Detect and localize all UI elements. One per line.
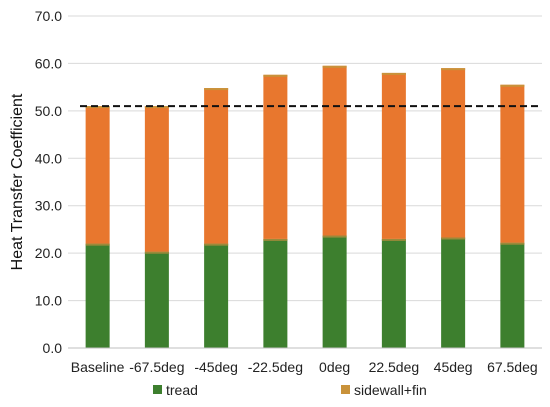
- x-tick-label: -67.5deg: [129, 359, 184, 375]
- x-tick-label: 0deg: [319, 359, 350, 375]
- bar-tread-5: [381, 238, 406, 348]
- bar-tread-4: [322, 235, 347, 348]
- y-axis-label: Heat Transfer Coefficient: [9, 93, 26, 270]
- bars: [85, 65, 525, 348]
- x-tick-label: Baseline: [71, 359, 125, 375]
- x-tick-label: 67.5deg: [487, 359, 538, 375]
- bar-cap: [322, 65, 347, 68]
- bar-sidewall-fin-2: [204, 88, 229, 244]
- bar-sidewall-fin-1: [144, 106, 169, 252]
- bar-sidewall-fin-5: [381, 72, 406, 239]
- bar-sidewall-fin-6: [441, 68, 466, 238]
- y-tick-label: 20.0: [35, 245, 62, 261]
- bar-cap: [322, 235, 347, 238]
- y-axis-ticks: 0.0 10.0 20.0 30.0 40.0 50.0 60.0 70.0: [35, 8, 62, 356]
- bar-sidewall-fin-7: [500, 84, 525, 243]
- y-tick-label: 60.0: [35, 55, 62, 71]
- legend-swatch-sidewall-fin: [341, 385, 350, 394]
- bar-cap: [263, 74, 288, 77]
- gridlines: [68, 15, 542, 302]
- x-axis-ticks: Baseline -67.5deg -45deg -22.5deg 0deg 22.5de…: [71, 359, 538, 375]
- bar-tread-1: [144, 251, 169, 348]
- bar-cap: [144, 251, 169, 254]
- bar-cap: [85, 243, 110, 246]
- y-tick-label: 70.0: [35, 8, 62, 24]
- x-tick-label: -45deg: [194, 359, 238, 375]
- bar-tread-7: [500, 242, 525, 348]
- x-tick-label: 22.5deg: [369, 359, 420, 375]
- bar-tread-2: [204, 243, 229, 348]
- x-tick-label: 45deg: [434, 359, 473, 375]
- y-tick-label: 40.0: [35, 150, 62, 166]
- y-tick-label: 30.0: [35, 198, 62, 214]
- bar-cap: [441, 68, 466, 71]
- bar-sidewall-fin-0: [85, 106, 110, 244]
- bar-cap: [263, 238, 288, 241]
- x-tick-label: -22.5deg: [248, 359, 303, 375]
- legend-label-tread: tread: [166, 382, 198, 398]
- bar-cap: [204, 243, 229, 246]
- y-tick-label: 0.0: [43, 340, 63, 356]
- legend: tread sidewall+fin: [153, 382, 427, 398]
- bar-tread-0: [85, 243, 110, 348]
- bar-cap: [381, 238, 406, 241]
- bar-tread-3: [263, 238, 288, 348]
- bar-sidewall-fin-4: [322, 65, 347, 236]
- bar-cap: [500, 242, 525, 245]
- y-tick-label: 50.0: [35, 103, 62, 119]
- bar-cap: [204, 88, 229, 91]
- bar-cap: [441, 237, 466, 240]
- bar-cap: [381, 72, 406, 75]
- bar-cap: [500, 84, 525, 87]
- legend-label-sidewall-fin: sidewall+fin: [354, 382, 427, 398]
- y-tick-label: 10.0: [35, 293, 62, 309]
- legend-swatch-tread: [153, 385, 162, 394]
- bar-cap: [144, 106, 169, 109]
- bar-tread-6: [441, 237, 466, 348]
- bar-sidewall-fin-3: [263, 74, 288, 239]
